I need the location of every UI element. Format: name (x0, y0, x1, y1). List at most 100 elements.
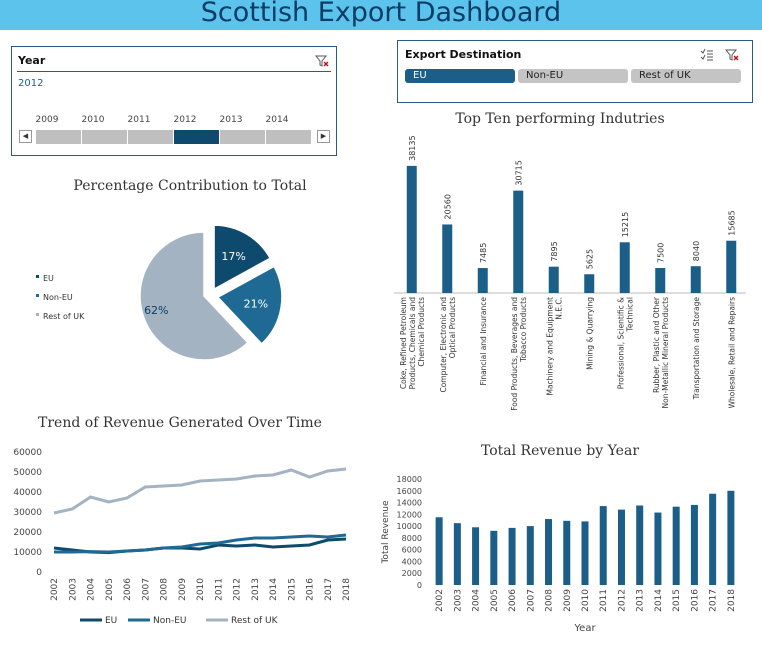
bar (672, 506, 680, 585)
destination-slicer-header: Export Destination (405, 48, 522, 61)
category-label: Financial and Insurance (479, 297, 488, 386)
destination-option-rest-of-uk[interactable]: Rest of UK (631, 69, 741, 83)
year-slicer: Year 2012 ◀ ▶ 2009 2010 2011 2012 2013 2014 (11, 46, 337, 156)
data-label: 5625 (585, 249, 594, 269)
destination-option-non-eu[interactable]: Non-EU (518, 69, 628, 83)
pie-chart: 17% 21% 62% EU Non-EU Rest of UK (36, 224, 283, 361)
legend-label: EU (105, 616, 117, 626)
y-tick-label: 40000 (13, 488, 42, 498)
bar (472, 527, 480, 585)
x-tick-label: 2015 (287, 578, 297, 601)
bar (636, 505, 644, 585)
y-tick-label: 6000 (402, 546, 422, 555)
bar (508, 527, 516, 585)
year-segment[interactable] (266, 130, 311, 144)
x-tick-label: 2009 (178, 578, 188, 601)
category-label: Rubber, Plastic and Other (652, 296, 661, 393)
x-tick-label: 2006 (123, 578, 133, 601)
y-axis-label: Total Revenue (381, 500, 391, 565)
bar (513, 190, 524, 293)
clear-filter-icon[interactable] (314, 53, 329, 67)
data-label: 15215 (621, 212, 630, 237)
x-tick-label: 2005 (490, 589, 500, 612)
total-revenue-chart-title: Total Revenue by Year (480, 443, 640, 459)
x-tick-label: 2007 (526, 589, 536, 612)
scroll-left-button[interactable]: ◀ (19, 130, 32, 143)
total-revenue-bar-chart: 0 2000 4000 6000 8000 10000 12000 14000 16000 180… (381, 475, 737, 634)
x-tick-label: 2004 (87, 578, 97, 601)
legend-label: Rest of UK (231, 616, 279, 626)
category-label: Optical Products (448, 297, 457, 358)
x-tick-label: 2017 (324, 578, 334, 601)
legend-label: Non-EU (43, 293, 73, 302)
x-tick-label: 2006 (508, 589, 518, 612)
data-label: 15685 (727, 210, 736, 235)
year-segment[interactable] (220, 130, 265, 144)
y-tick-label: 20000 (13, 528, 42, 538)
year-label[interactable]: 2013 (219, 115, 243, 125)
x-tick-label: 2003 (453, 589, 463, 612)
bar (548, 266, 559, 293)
year-label[interactable]: 2010 (81, 115, 105, 125)
y-tick-label: 8000 (402, 534, 422, 543)
category-label: Computer, Electronic and (439, 297, 448, 393)
multi-select-icon[interactable] (700, 47, 714, 61)
bar (690, 504, 698, 585)
y-tick-label: 0 (417, 581, 422, 590)
bar (545, 519, 553, 585)
category-label: Wholesale, Retail and Repairs (727, 297, 736, 409)
y-tick-label: 10000 (13, 548, 42, 558)
category-label: Chemical Products (417, 297, 426, 367)
x-tick-label: 2004 (472, 589, 482, 612)
category-label: Coke, Refined Petroleum (399, 297, 408, 389)
x-tick-label: 2016 (306, 578, 316, 601)
scroll-right-button[interactable]: ▶ (317, 130, 330, 143)
category-label: Non-Metallic Mineral Products (661, 297, 670, 409)
y-tick-label: 14000 (397, 499, 422, 508)
bar (726, 240, 737, 293)
year-label[interactable]: 2011 (127, 115, 151, 125)
data-label: 8040 (692, 241, 701, 261)
clear-filter-icon[interactable] (724, 47, 739, 61)
year-label[interactable]: 2012 (173, 115, 197, 125)
year-segment[interactable] (82, 130, 127, 144)
year-label[interactable]: 2009 (35, 115, 59, 125)
x-tick-label: 2002 (50, 578, 60, 601)
bar (584, 274, 595, 293)
x-tick-label: 2009 (563, 589, 573, 612)
industries-chart-title: Top Ten performing Indutries (455, 111, 665, 127)
data-label: 38135 (408, 135, 417, 160)
data-label: 7500 (656, 243, 665, 263)
bar (435, 517, 443, 585)
category-label: Food Products, Beverages and (510, 297, 519, 411)
year-label[interactable]: 2014 (265, 115, 289, 125)
industries-bar-chart: 38135 Coke, Refined Petroleum Products, Ch… (394, 135, 746, 411)
x-tick-label: 2002 (435, 589, 445, 612)
bar (619, 242, 630, 293)
data-label: 30715 (514, 160, 523, 185)
x-tick-label: 2012 (233, 578, 243, 601)
revenue-trend-line-chart: 0 10000 20000 30000 40000 50000 60000 2002 2003 2… (13, 448, 352, 626)
category-label: Technical (625, 297, 634, 332)
category-label: Transportation and Storage (692, 297, 701, 401)
legend-marker (36, 313, 39, 316)
year-segment-selected[interactable] (174, 130, 219, 144)
year-slicer-header: Year (18, 54, 46, 67)
x-tick-label: 2016 (690, 589, 700, 612)
x-tick-label: 2010 (196, 578, 206, 601)
legend-marker (36, 294, 39, 297)
category-label: N.E.C. (554, 297, 563, 320)
x-tick-label: 2008 (160, 578, 170, 601)
y-tick-label: 12000 (397, 510, 422, 519)
category-label: Tobacco Products (519, 297, 528, 363)
line-chart-title: Trend of Revenue Generated Over Time (38, 415, 322, 431)
year-segment[interactable] (36, 130, 81, 144)
x-tick-label: 2015 (672, 589, 682, 612)
y-tick-label: 18000 (397, 475, 422, 484)
destination-option-eu[interactable]: EU (405, 69, 515, 83)
bar (453, 523, 461, 585)
x-tick-label: 2017 (709, 589, 719, 612)
x-tick-label: 2014 (654, 589, 664, 612)
bar (654, 512, 662, 585)
year-segment[interactable] (128, 130, 173, 144)
